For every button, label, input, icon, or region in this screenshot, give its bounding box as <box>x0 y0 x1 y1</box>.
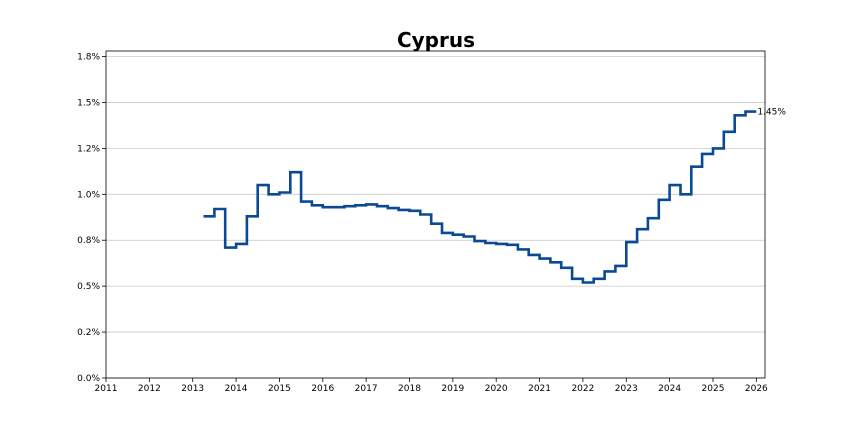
x-tick-label: 2022 <box>571 384 594 394</box>
x-tick-label: 2026 <box>745 384 768 394</box>
chart-title: Cyprus <box>397 28 475 52</box>
y-tick-label: 1.0% <box>77 190 100 200</box>
y-tick-label: 0.5% <box>77 282 100 292</box>
x-tick-label: 2014 <box>225 384 248 394</box>
x-tick-label: 2017 <box>355 384 378 394</box>
x-tick-label: 2018 <box>398 384 421 394</box>
x-tick-label: 2013 <box>181 384 204 394</box>
y-tick-label: 1.8% <box>77 53 100 63</box>
x-tick-label: 2021 <box>528 384 551 394</box>
x-tick-label: 2015 <box>268 384 291 394</box>
x-tick-label: 2012 <box>138 384 161 394</box>
y-tick-label: 1.5% <box>77 98 100 108</box>
grid <box>106 56 765 379</box>
y-axis: 0.0% 0.2% 0.5% 0.8% 1.0% 1.2% 1.5% 1.8% <box>77 53 106 384</box>
annotations: 1.45% <box>757 108 786 118</box>
x-tick-label: 2025 <box>702 384 725 394</box>
y-tick-label: 0.0% <box>77 374 100 384</box>
plot-area <box>105 50 766 379</box>
x-tick-label: 2024 <box>658 384 681 394</box>
x-tick-label: 2019 <box>441 384 464 394</box>
x-tick-label: 2023 <box>615 384 638 394</box>
y-tick-label: 1.2% <box>77 144 100 154</box>
x-axis: 2011 2012 2013 2014 2015 2016 2017 2018 2019 2020… <box>95 378 768 394</box>
y-tick-label: 0.2% <box>77 328 100 338</box>
series-line <box>203 110 757 284</box>
end-value-label: 1.45% <box>757 108 786 118</box>
x-tick-label: 2016 <box>311 384 334 394</box>
y-tick-label: 0.8% <box>77 236 100 246</box>
x-tick-label: 2011 <box>95 384 118 394</box>
x-tick-label: 2020 <box>485 384 508 394</box>
